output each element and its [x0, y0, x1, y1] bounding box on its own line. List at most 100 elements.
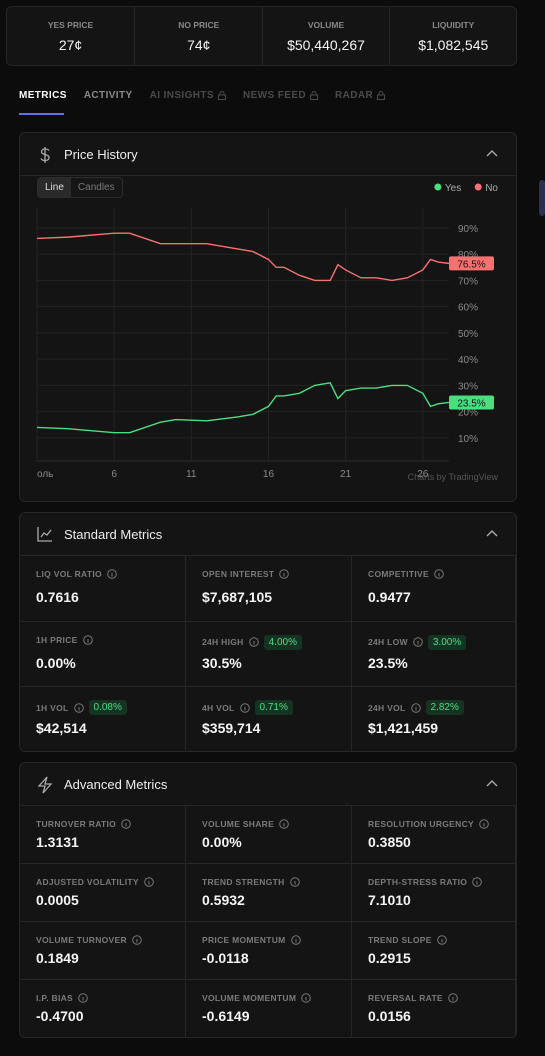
bolt-icon — [37, 776, 53, 794]
info-circle — [436, 935, 447, 945]
tab[interactable]: ACTIVITY — [84, 90, 133, 101]
price-badge — [449, 256, 494, 271]
info-circle — [78, 993, 88, 1003]
tab[interactable]: AI INSIGHTS — [150, 90, 226, 101]
lock-body — [377, 94, 386, 100]
info-circle — [279, 819, 289, 829]
metric-label: 4H VOL 0.71% — [202, 700, 293, 715]
collapse-button[interactable] — [486, 529, 498, 537]
stat: NO PRICE 74¢ — [134, 7, 262, 65]
tab-label: RADAR — [335, 90, 374, 101]
tab[interactable]: RADAR — [335, 90, 386, 101]
metric-badge: 2.82% — [425, 700, 464, 715]
series-line — [36, 232, 450, 282]
metric-value: $1,421,459 — [368, 720, 439, 736]
metric-cell: PRICE MOMENTUM -0.0118 — [186, 922, 352, 980]
card-title: Advanced Metrics — [64, 777, 168, 792]
metric-label-text: TREND STRENGTH — [202, 877, 285, 887]
collapse-button[interactable] — [486, 779, 498, 787]
chart-toggle: Line Candles — [37, 177, 123, 198]
info-icon — [144, 877, 154, 887]
info-circle — [301, 993, 312, 1003]
legend-label: Yes — [445, 183, 461, 194]
metric-cell: REVERSAL RATE 0.0156 — [352, 980, 516, 1037]
info-circle — [472, 877, 483, 887]
info-icon — [239, 702, 250, 713]
lock-icon — [310, 91, 319, 100]
info-icon — [73, 702, 84, 713]
metric-label-text: DEPTH-STRESS RATIO — [368, 877, 468, 887]
info-circle — [290, 935, 301, 945]
metric-label: 1H VOL 0.08% — [36, 700, 127, 715]
stat-value: 27¢ — [58, 37, 83, 53]
legend-label: No — [485, 183, 498, 194]
metric-cell: VOLUME MOMENTUM -0.6149 — [186, 980, 352, 1037]
x-tick-label: 26 — [417, 469, 429, 480]
metric-badge: 3.00% — [427, 634, 467, 650]
info-circle — [121, 819, 131, 829]
standard-metrics-card: Standard Metrics LIQ VOL RATIO 0.7616 OPEN… — [19, 512, 517, 752]
tab[interactable]: NEWS FEED — [243, 90, 319, 101]
info-circle — [248, 637, 259, 647]
metric-label-text: 1H PRICE — [36, 634, 78, 645]
info-icon — [290, 935, 301, 945]
info-circle — [239, 702, 250, 713]
tab[interactable]: METRICS — [19, 90, 67, 101]
card-header: Price History — [20, 133, 516, 176]
metric-label-text: ADJUSTED VOLATILITY — [36, 877, 139, 887]
y-tick-label: 70% — [458, 276, 478, 287]
info-circle — [289, 877, 300, 887]
tab-underline — [19, 113, 64, 115]
lock-shackle — [311, 91, 317, 95]
metric-value: 1.3131 — [36, 834, 79, 850]
x-tick-label: 11 — [186, 469, 197, 480]
info-circle — [144, 877, 154, 887]
metric-value: 30.5% — [202, 654, 242, 671]
metric-label: DEPTH-STRESS RATIO — [368, 877, 483, 887]
metric-value: 0.0156 — [368, 1008, 411, 1024]
metric-value: 7.1010 — [368, 892, 411, 908]
metric-label: REVERSAL RATE — [368, 993, 458, 1003]
price-badge — [449, 395, 494, 410]
metric-cell: 24H VOL 2.82% $1,421,459 — [352, 687, 516, 751]
metric-label: TURNOVER RATIO — [36, 819, 131, 829]
info-icon — [434, 569, 444, 579]
info-circle — [479, 819, 489, 829]
metric-label-text: REVERSAL RATE — [368, 993, 443, 1003]
info-circle — [73, 702, 84, 713]
metric-value: 0.2915 — [368, 950, 411, 966]
metric-cell: OPEN INTEREST $7,687,105 — [186, 556, 352, 622]
y-tick-label: 20% — [458, 408, 478, 419]
metric-cell: 24H HIGH 4.00% 30.5% — [186, 621, 352, 687]
metric-value: 0.00% — [202, 834, 242, 850]
attribution: Charts by TradingView — [408, 472, 499, 482]
metric-label: TREND STRENGTH — [202, 877, 300, 887]
stat-label: YES PRICE — [47, 20, 94, 30]
metric-label-text: I.P. BIAS — [36, 993, 74, 1003]
info-circle — [413, 637, 423, 647]
info-icon — [301, 993, 312, 1003]
stat-label: LIQUIDITY — [432, 20, 475, 30]
stat-value: $50,440,267 — [287, 37, 365, 53]
metric-label-text: PRICE MOMENTUM — [202, 935, 286, 945]
metric-label: PRICE MOMENTUM — [202, 935, 301, 945]
info-icon — [289, 877, 300, 887]
info-circle — [434, 569, 444, 579]
stat-value: 74¢ — [187, 37, 211, 53]
tabs: METRICS ACTIVITY AI INSIGHTS NEWS FEED RADAR — [19, 90, 386, 101]
toggle-option[interactable]: Line — [38, 178, 71, 197]
info-circle — [279, 569, 290, 579]
metric-cell: 4H VOL 0.71% $359,714 — [186, 687, 352, 751]
metric-label: VOLUME TURNOVER — [36, 935, 142, 945]
collapse-button[interactable] — [486, 149, 498, 157]
tab-label: ACTIVITY — [83, 90, 133, 101]
x-tick-label: 21 — [340, 469, 352, 480]
metric-label-text: OPEN INTEREST — [202, 569, 275, 579]
metric-badge: 4.00% — [263, 634, 302, 650]
stat: VOLUME $50,440,267 — [261, 7, 390, 65]
metric-value: 0.1849 — [36, 950, 79, 966]
info-icon — [78, 993, 88, 1003]
toggle-option[interactable]: Candles — [70, 178, 122, 197]
x-tick-label: 16 — [263, 469, 275, 480]
y-tick-label: 10% — [458, 434, 478, 445]
